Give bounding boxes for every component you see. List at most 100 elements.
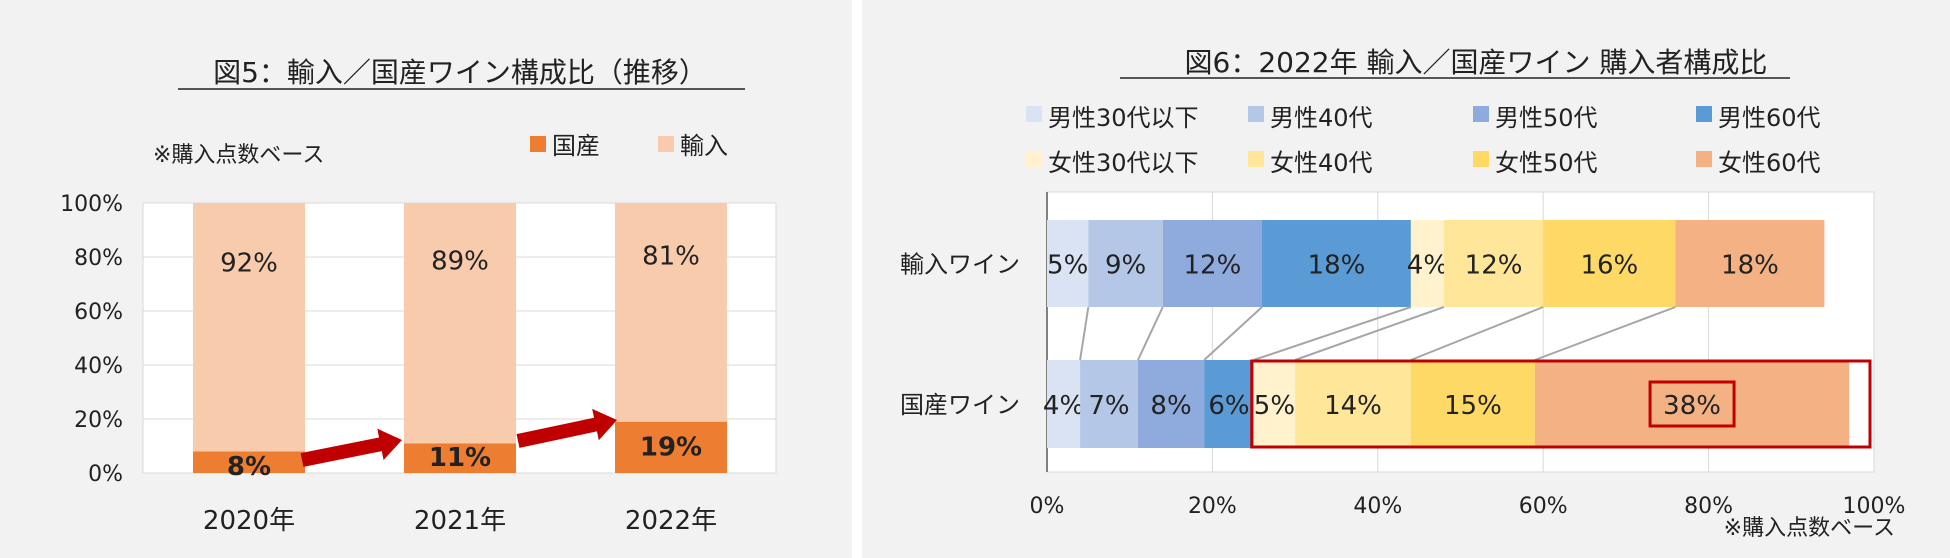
data-label: 15% [1444,391,1502,421]
bar-segment [1443,220,1544,307]
data-label: 7% [1088,391,1129,421]
data-label: 11% [429,443,491,473]
bar-segment [615,421,727,473]
bar-segment [1047,220,1089,307]
y-tick-label: 輸入ワイン [900,251,1020,279]
label-highlight-box [1648,380,1736,428]
bar-segment [404,443,516,473]
legend-swatch [1026,151,1042,167]
y-tick-label: 20% [74,408,123,433]
legend-label: 輸入 [680,132,728,160]
data-label: 12% [1184,251,1242,281]
data-label: 8% [227,452,271,482]
chart-1: 0% 20% 40% 60% 80% 100% 図5：輸入／国産ワイン構成比（推移） ※購入点… [60,56,777,536]
bar-segment [1295,360,1411,448]
x-tick-label: 20% [1188,494,1237,519]
trend-arrow [516,408,617,448]
x-tick-label: 2021年 [414,506,506,536]
data-label: 92% [220,249,278,279]
legend-swatch [1473,151,1489,167]
y-tick-label: 80% [74,246,123,271]
legend-label: 男性50代 [1495,104,1598,132]
legend-swatch [530,136,546,152]
bar-segment [615,203,727,422]
arrow-shape [300,428,403,467]
bar-segment [404,203,516,444]
arrow-shape [516,408,617,448]
series-connector [1534,306,1676,361]
x-tick-label: 0% [1030,494,1065,519]
bar-segment [1088,220,1163,307]
data-label: 14% [1324,391,1382,421]
bar-segment [1162,220,1263,307]
chart-title: 図6：2022年 輸入／国産ワイン 購入者構成比 [1185,46,1768,79]
data-label: 5% [1047,251,1088,281]
bar-segment [1543,220,1676,307]
chart-title: 図5：輸入／国産ワイン構成比（推移） [213,56,707,89]
data-label: 19% [640,432,702,462]
data-label: 9% [1105,251,1146,281]
legend-label: 女性60代 [1718,149,1821,177]
legend-swatch [1473,106,1489,122]
highlight-box [1250,359,1872,449]
data-label: 6% [1208,391,1249,421]
bar-segment [1047,360,1081,448]
legend-swatch [1696,106,1712,122]
data-label: 16% [1580,251,1638,281]
bar-segment [1137,360,1205,448]
bar-segment [193,451,305,473]
data-label: 18% [1308,251,1366,281]
y-tick-label: 100% [60,192,123,217]
bar-segment [193,203,305,452]
data-label: 12% [1465,251,1523,281]
series-connector [1410,306,1544,361]
legend-label: 女性30代以下 [1048,149,1199,177]
data-label: 38% [1663,391,1721,421]
trend-arrow [300,428,403,467]
chart-2: 0% 20% 40% 60% 80% 100% 図6：2022年 輸入／国産ワイン 購入者構… [900,46,1905,541]
bar-segment [1675,220,1825,307]
bar-segment [1410,360,1535,448]
series-connector [1203,306,1263,361]
legend-swatch [1026,106,1042,122]
x-tick-label: 2022年 [625,506,717,536]
y-tick-label: 40% [74,354,123,379]
data-label: 89% [431,247,489,277]
legend-swatch [658,136,674,152]
legend-swatch [1248,151,1264,167]
bar-segment [1253,360,1296,448]
data-label: 4% [1043,391,1084,421]
note-text: ※購入点数ベース [153,143,324,168]
y-tick-label: 国産ワイン [900,391,1020,419]
bar-segment [1204,360,1254,448]
x-tick-label: 80% [1684,494,1733,519]
data-label: 18% [1721,251,1779,281]
note-text: ※購入点数ベース [1724,516,1895,541]
bar-segment [1080,360,1138,448]
legend-swatch [1696,151,1712,167]
bar-segment [1410,220,1444,307]
series-connector [1253,306,1412,361]
data-label: 81% [642,241,700,271]
bar-segment [1534,360,1850,448]
legend-swatch [1248,106,1264,122]
series-connector [1137,306,1164,361]
x-tick-label: 40% [1353,494,1402,519]
data-label: 8% [1150,391,1191,421]
legend-label: 国産 [552,132,600,160]
y-tick-label: 60% [74,300,123,325]
series-connector [1294,306,1445,361]
legend-label: 女性50代 [1495,149,1598,177]
data-label: 4% [1407,251,1448,281]
data-label: 5% [1254,391,1295,421]
series-connector [1079,306,1090,361]
x-tick-label: 100% [1843,494,1906,519]
x-tick-label: 60% [1519,494,1568,519]
x-tick-label: 2020年 [203,506,295,536]
y-tick-label: 0% [88,462,123,487]
legend-label: 男性30代以下 [1048,104,1199,132]
legend-label: 男性40代 [1270,104,1373,132]
legend-label: 女性40代 [1270,149,1373,177]
bar-segment [1262,220,1411,307]
